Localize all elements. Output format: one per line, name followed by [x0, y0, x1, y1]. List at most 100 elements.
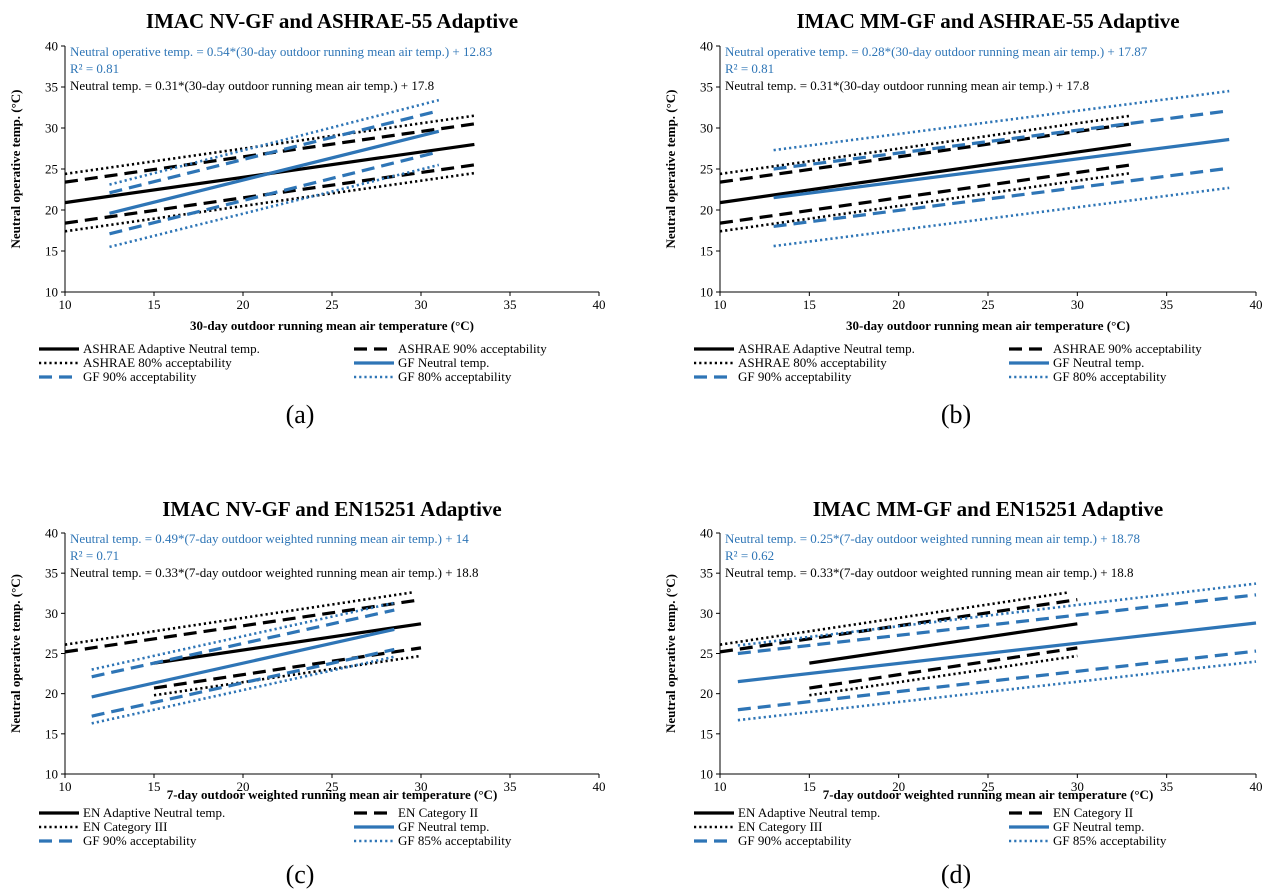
series-line-3 [773, 137, 1230, 200]
x-tick-label: 25 [326, 779, 339, 794]
legend-entry: EN Adaptive Neutral temp. [83, 805, 225, 820]
legend-entry: EN Category II [1053, 805, 1133, 820]
panel-caption: (a) [286, 400, 315, 429]
x-tick-label: 30 [415, 297, 428, 312]
series-line-3 [109, 129, 440, 215]
y-tick-label: 25 [45, 646, 58, 661]
y-tick-label: 15 [45, 726, 58, 741]
series-line-4-lower [737, 649, 1257, 712]
y-axis-title: Neutral operative temp. (°C) [8, 90, 23, 249]
x-tick-label: 10 [714, 297, 727, 312]
chart-panel-2: IMAC NV-GF and EN15251 Adaptive 10 15 20 25 3… [8, 497, 606, 889]
equation-annotation: Neutral temp. = 0.49*(7-day outdoor weig… [70, 531, 469, 546]
series-line-5-lower [109, 163, 440, 249]
legend-entry: EN Category III [738, 819, 822, 834]
legend-entry: GF 85% acceptability [398, 833, 512, 848]
y-tick-label: 35 [700, 566, 713, 581]
equation-annotation: R² = 0.71 [70, 548, 119, 563]
equation-annotation: R² = 0.81 [725, 61, 774, 76]
equation-annotation: Neutral operative temp. = 0.28*(30-day o… [725, 44, 1148, 59]
series-line-2-lower [809, 654, 1078, 697]
legend-entry: ASHRAE 80% acceptability [738, 355, 887, 370]
y-tick-label: 15 [45, 244, 58, 259]
legend-entry: GF Neutral temp. [398, 819, 489, 834]
x-tick-label: 10 [59, 779, 72, 794]
chart-title: IMAC NV-GF and ASHRAE-55 Adaptive [146, 9, 518, 33]
series-line-1-lower [809, 646, 1078, 690]
x-axis-title: 30-day outdoor running mean air temperat… [846, 318, 1130, 333]
series-line-2 [64, 114, 475, 176]
y-axis-title: Neutral operative temp. (°C) [663, 574, 678, 733]
chart-panel-3: IMAC MM-GF and EN15251 Adaptive 10 15 20 25 3… [663, 497, 1263, 889]
series-line-4-lower [91, 647, 395, 718]
y-tick-label: 30 [45, 606, 58, 621]
x-tick-label: 35 [1160, 297, 1173, 312]
y-tick-label: 10 [45, 285, 58, 300]
y-tick-label: 15 [700, 244, 713, 259]
series-line-2-lower [719, 171, 1132, 233]
legend-entry: GF Neutral temp. [398, 355, 489, 370]
y-tick-label: 20 [700, 203, 713, 218]
x-axis-title: 30-day outdoor running mean air temperat… [190, 318, 474, 333]
y-tick-label: 30 [700, 606, 713, 621]
y-tick-label: 25 [700, 162, 713, 177]
series-line-2 [719, 591, 1069, 646]
legend-entry: GF 90% acceptability [83, 369, 197, 384]
equation-annotation: Neutral operative temp. = 0.54*(30-day o… [70, 44, 492, 59]
y-axis-title: Neutral operative temp. (°C) [663, 90, 678, 249]
equation-annotation: Neutral temp. = 0.33*(7-day outdoor weig… [725, 565, 1134, 580]
series-line-2-lower [64, 171, 475, 233]
legend-entry: GF 85% acceptability [1053, 833, 1167, 848]
series-line-1-lower [719, 163, 1132, 225]
y-tick-label: 30 [45, 121, 58, 136]
legend-entry: GF 90% acceptability [738, 369, 852, 384]
y-axis-title: Neutral operative temp. (°C) [8, 574, 23, 733]
x-tick-label: 35 [1160, 779, 1173, 794]
y-tick-label: 40 [45, 526, 58, 541]
y-tick-label: 25 [45, 162, 58, 177]
y-tick-label: 40 [45, 39, 58, 54]
legend-entry: ASHRAE Adaptive Neutral temp. [83, 341, 260, 356]
legend-entry: GF Neutral temp. [1053, 355, 1144, 370]
series-line-4 [91, 608, 395, 679]
x-tick-label: 10 [714, 779, 727, 794]
x-tick-label: 15 [803, 297, 816, 312]
series-line-4-lower [109, 150, 440, 236]
series-line-4-lower [773, 166, 1230, 228]
panel-caption: (c) [286, 860, 315, 889]
equation-annotation: Neutral temp. = 0.31*(30-day outdoor run… [725, 78, 1089, 93]
chart-panel-1: IMAC MM-GF and ASHRAE-55 Adaptive 10 15 20 2… [663, 9, 1263, 429]
x-tick-label: 20 [892, 297, 905, 312]
legend-entry: ASHRAE 90% acceptability [398, 341, 547, 356]
legend-entry: ASHRAE Adaptive Neutral temp. [738, 341, 915, 356]
series-line-2 [64, 591, 413, 646]
legend-entry: GF 80% acceptability [398, 369, 512, 384]
x-tick-label: 40 [1250, 779, 1263, 794]
chart-title: IMAC NV-GF and EN15251 Adaptive [162, 497, 502, 521]
y-tick-label: 20 [45, 686, 58, 701]
y-tick-label: 25 [700, 646, 713, 661]
equation-annotation: Neutral temp. = 0.25*(7-day outdoor weig… [725, 531, 1140, 546]
x-tick-label: 25 [326, 297, 339, 312]
chart-panel-0: IMAC NV-GF and ASHRAE-55 Adaptive 10 15 20 2… [8, 9, 606, 429]
y-tick-label: 20 [45, 203, 58, 218]
chart-title: IMAC MM-GF and ASHRAE-55 Adaptive [796, 9, 1179, 33]
x-tick-label: 40 [593, 779, 606, 794]
x-tick-label: 35 [504, 297, 517, 312]
x-tick-label: 15 [148, 779, 161, 794]
x-tick-label: 20 [237, 779, 250, 794]
x-tick-label: 35 [504, 779, 517, 794]
series-line-5-lower [773, 186, 1230, 248]
legend-entry: GF 80% acceptability [1053, 369, 1167, 384]
x-tick-label: 30 [415, 779, 428, 794]
y-tick-label: 40 [700, 526, 713, 541]
chart-title: IMAC MM-GF and EN15251 Adaptive [813, 497, 1163, 521]
x-tick-label: 25 [982, 779, 995, 794]
legend-entry: EN Adaptive Neutral temp. [738, 805, 880, 820]
series-line-5 [737, 582, 1257, 647]
panel-caption: (b) [941, 400, 971, 429]
series-line-4 [109, 109, 440, 195]
x-tick-label: 10 [59, 297, 72, 312]
legend-entry: EN Category II [398, 805, 478, 820]
